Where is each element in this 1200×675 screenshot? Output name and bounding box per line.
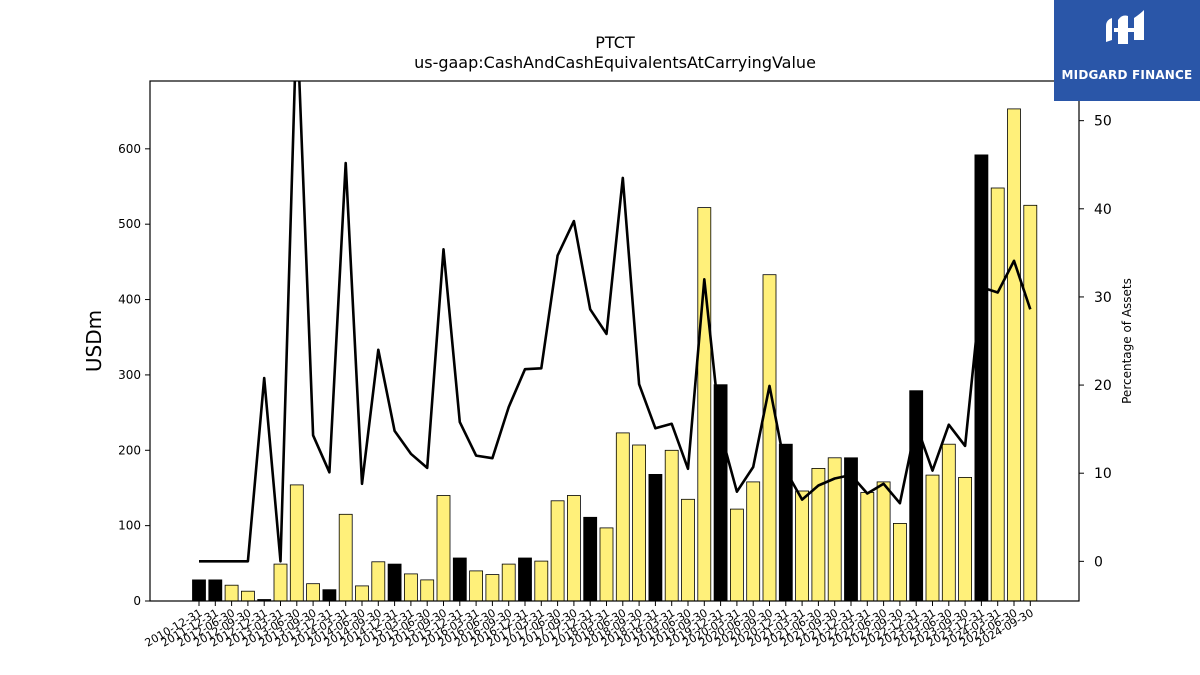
bar-2013-06-30 <box>289 484 304 602</box>
bar-2019-03-31 <box>664 449 679 602</box>
bar-2018-06-30 <box>615 432 630 602</box>
bar-2022-09-30 <box>893 523 907 602</box>
bar-2022-03-31 <box>860 492 875 602</box>
bar-2015-06-30 <box>420 579 435 602</box>
y-tick-label: 500 <box>118 217 141 231</box>
brand-logo: MIDGARD FINANCE <box>1054 0 1200 101</box>
bar-2022-12-31 <box>909 390 924 602</box>
bar-2019-12-31 <box>713 384 728 602</box>
midgard-logo-icon <box>1106 10 1144 44</box>
y-tick-label: 600 <box>118 142 141 156</box>
bar-2016-09-30 <box>501 563 516 602</box>
bar-2013-03-31 <box>273 563 288 602</box>
bar-2012-09-30 <box>240 590 255 602</box>
logo-text: MIDGARD FINANCE <box>1061 68 1193 82</box>
plot-frame <box>149 80 1080 602</box>
line-series <box>199 81 1032 563</box>
right-axis: 0 10 20 30 40 50 <box>1079 114 1112 570</box>
bar-2020-09-30 <box>762 274 777 602</box>
bar-2012-06-30 <box>224 584 239 602</box>
bar-2024-09-30 <box>1023 204 1038 602</box>
bar-2014-03-31 <box>338 513 353 602</box>
bar-2016-03-31 <box>469 570 484 602</box>
bar-2013-09-30 <box>306 583 321 602</box>
y2-tick-label: 20 <box>1094 378 1112 394</box>
bar-2014-06-30 <box>355 585 369 602</box>
bar-2017-09-30 <box>567 495 581 602</box>
pct-assets-line <box>199 81 1032 563</box>
bar-2016-06-30 <box>485 574 500 602</box>
bar-2015-12-31 <box>452 557 467 602</box>
y-tick-label: 100 <box>118 519 141 533</box>
bar-2018-09-30 <box>632 444 646 602</box>
y-axis-label: USDm <box>82 310 106 372</box>
bar-2015-03-31 <box>403 573 418 602</box>
bar-2021-03-31 <box>795 490 809 602</box>
bar-2019-09-30 <box>697 207 712 602</box>
bar-2016-12-31 <box>518 557 532 602</box>
bar-2023-06-30 <box>941 443 956 602</box>
y-tick-label: 0 <box>133 594 141 608</box>
bar-2017-03-31 <box>534 560 549 602</box>
bar-2015-09-30 <box>436 495 451 602</box>
y2-tick-label: 40 <box>1094 202 1112 218</box>
bar-2010-12-31 <box>192 579 206 602</box>
bar-2024-03-31 <box>990 187 1005 602</box>
bar-2018-03-31 <box>599 527 614 602</box>
bar-2017-06-30 <box>550 500 565 602</box>
x-axis: 2010-12-312011-12-312012-06-302012-09-30… <box>143 601 1036 650</box>
bar-2014-12-31 <box>387 563 402 602</box>
bar-2020-03-31 <box>730 508 744 602</box>
y-tick-label: 200 <box>118 443 141 457</box>
chart-title: PTCT <box>595 33 635 52</box>
bar-2023-03-31 <box>925 474 940 602</box>
bar-2018-12-31 <box>648 473 663 602</box>
y2-tick-label: 50 <box>1094 114 1112 130</box>
y-tick-label: 300 <box>118 368 141 382</box>
bar-2011-12-31 <box>208 579 223 602</box>
bar-2023-09-30 <box>958 476 972 602</box>
y2-tick-label: 10 <box>1094 466 1112 482</box>
y2-axis-label: Percentage of Assets <box>1120 278 1134 404</box>
bar-2013-12-31 <box>322 589 337 602</box>
bar-2017-12-31 <box>583 516 598 602</box>
y2-tick-label: 30 <box>1094 290 1112 306</box>
bar-2024-06-30 <box>1007 108 1021 602</box>
bar-2014-09-30 <box>371 561 386 602</box>
bar-series <box>192 108 1038 602</box>
bar-2022-06-30 <box>876 481 891 602</box>
left-axis: 0 100 200 300 400 500 600 <box>118 142 150 608</box>
bar-2023-12-31 <box>974 154 989 602</box>
chart-subtitle: us-gaap:CashAndCashEquivalentsAtCarrying… <box>414 53 816 72</box>
bar-2019-06-30 <box>681 498 695 602</box>
y2-tick-label: 0 <box>1094 554 1103 570</box>
bar-2020-06-30 <box>746 481 761 602</box>
y-tick-label: 400 <box>118 293 141 307</box>
